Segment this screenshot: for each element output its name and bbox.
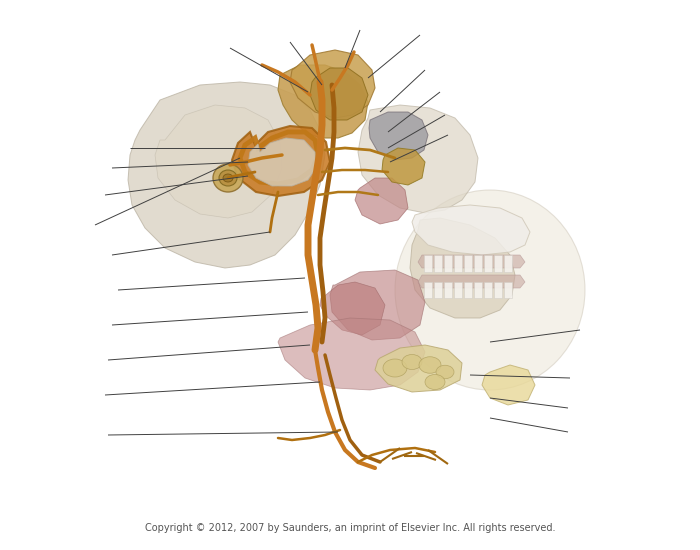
Polygon shape (484, 255, 492, 272)
Ellipse shape (395, 190, 585, 390)
Polygon shape (155, 105, 282, 218)
Polygon shape (375, 345, 462, 392)
Polygon shape (444, 255, 452, 272)
Polygon shape (248, 138, 316, 186)
Polygon shape (382, 148, 425, 185)
Ellipse shape (213, 164, 243, 192)
Polygon shape (290, 50, 375, 118)
Polygon shape (464, 255, 472, 272)
Polygon shape (418, 275, 525, 288)
Text: Copyright © 2012, 2007 by Saunders, an imprint of Elsevier Inc. All rights reser: Copyright © 2012, 2007 by Saunders, an i… (145, 523, 555, 533)
Polygon shape (330, 270, 425, 340)
Polygon shape (410, 218, 515, 318)
Polygon shape (504, 255, 512, 272)
Polygon shape (355, 178, 408, 224)
Polygon shape (320, 282, 385, 335)
Polygon shape (494, 282, 502, 298)
Polygon shape (454, 255, 462, 272)
Ellipse shape (223, 174, 233, 182)
Ellipse shape (425, 375, 445, 389)
Polygon shape (412, 205, 530, 255)
Polygon shape (494, 255, 502, 272)
Polygon shape (128, 82, 325, 268)
Polygon shape (454, 282, 462, 298)
Ellipse shape (219, 170, 237, 186)
Polygon shape (424, 282, 432, 298)
Ellipse shape (436, 365, 454, 379)
Polygon shape (358, 105, 478, 213)
Polygon shape (434, 255, 442, 272)
Polygon shape (418, 255, 525, 268)
Polygon shape (482, 365, 535, 405)
Polygon shape (444, 282, 452, 298)
Polygon shape (464, 282, 472, 298)
Ellipse shape (419, 357, 441, 373)
Polygon shape (504, 282, 512, 298)
Polygon shape (484, 282, 492, 298)
Polygon shape (278, 65, 368, 138)
Polygon shape (310, 68, 368, 120)
Polygon shape (369, 112, 428, 160)
Polygon shape (474, 255, 482, 272)
Polygon shape (474, 282, 482, 298)
Ellipse shape (383, 359, 407, 377)
Polygon shape (278, 318, 425, 390)
Polygon shape (424, 255, 432, 272)
Ellipse shape (402, 355, 422, 370)
Polygon shape (232, 126, 330, 196)
Polygon shape (434, 282, 442, 298)
